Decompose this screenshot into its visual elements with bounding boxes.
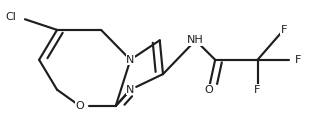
Text: O: O: [204, 85, 213, 95]
Text: N: N: [126, 85, 135, 95]
Text: N: N: [126, 55, 135, 65]
Text: O: O: [76, 101, 84, 111]
Text: N: N: [126, 85, 135, 95]
Text: Cl: Cl: [6, 12, 16, 22]
Text: NH: NH: [187, 35, 204, 45]
Text: Cl: Cl: [6, 12, 16, 22]
Text: F: F: [295, 55, 302, 65]
Text: F: F: [280, 25, 287, 35]
Text: F: F: [280, 25, 287, 35]
Text: O: O: [204, 85, 213, 95]
Text: F: F: [295, 55, 302, 65]
Text: F: F: [254, 85, 261, 95]
Text: N: N: [126, 55, 135, 65]
Text: O: O: [76, 101, 84, 111]
Text: NH: NH: [187, 35, 204, 45]
Text: F: F: [254, 85, 261, 95]
